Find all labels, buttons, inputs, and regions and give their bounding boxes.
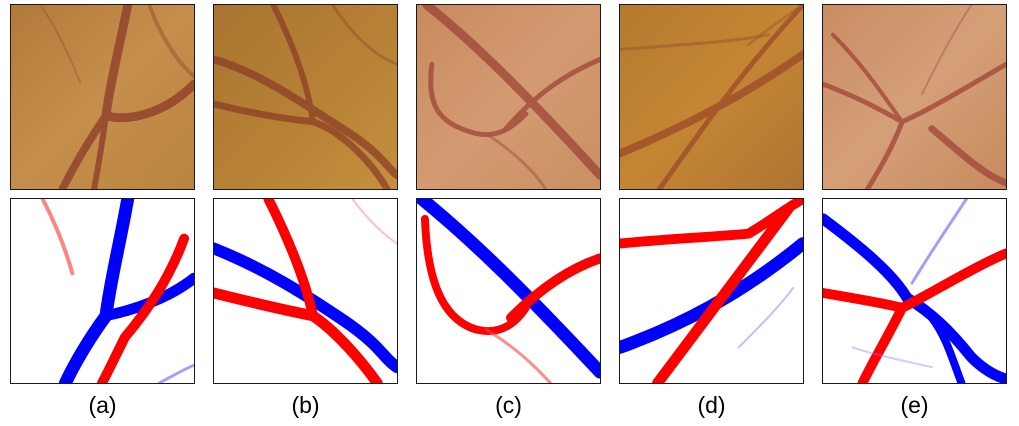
fundus-image-d [619, 4, 804, 190]
segmentation-map-d [619, 198, 804, 384]
caption-e: (e) [822, 392, 1007, 419]
segmentation-map-a [10, 198, 195, 384]
caption-c: (c) [416, 392, 601, 419]
caption-b: (b) [213, 392, 398, 419]
fundus-image-e [822, 4, 1007, 190]
caption-a: (a) [10, 392, 195, 419]
fundus-image-c [416, 4, 601, 190]
segmentation-map-e [822, 198, 1007, 384]
segmentation-map-b [213, 198, 398, 384]
caption-d: (d) [619, 392, 804, 419]
segmentation-map-c [416, 198, 601, 384]
fundus-image-b [213, 4, 398, 190]
fundus-image-a [10, 4, 195, 190]
